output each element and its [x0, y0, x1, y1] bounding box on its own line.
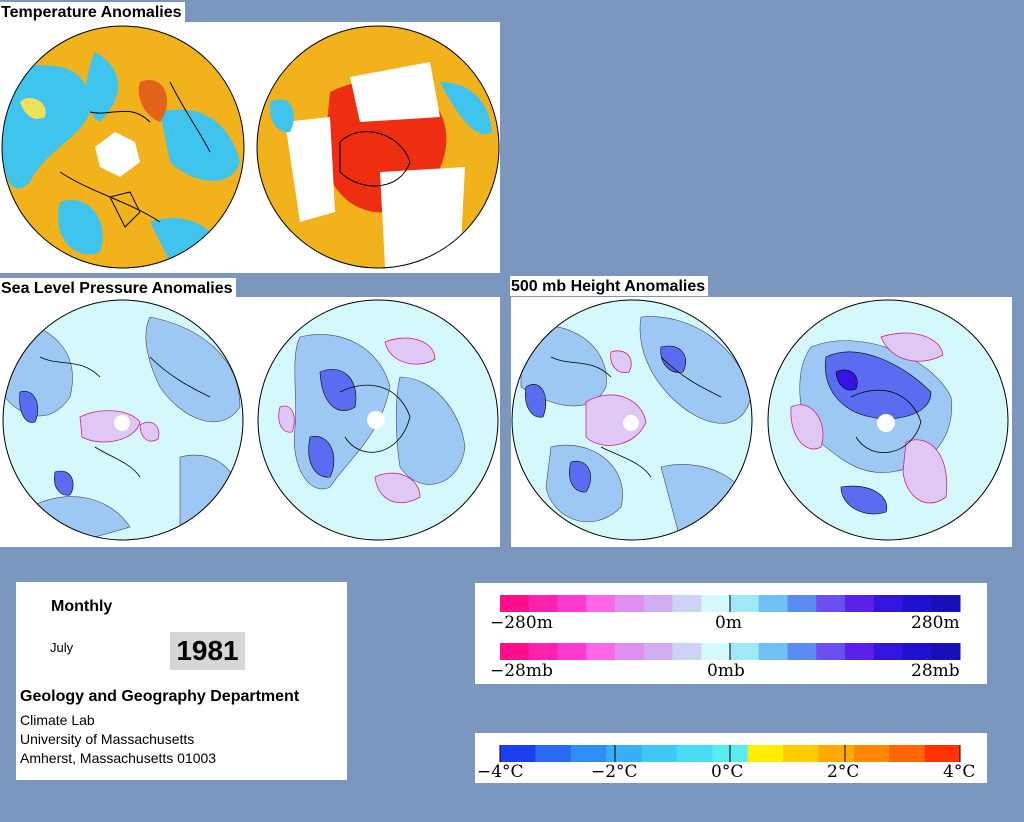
temp-label-2: 2°C — [827, 762, 860, 782]
height-min-label: −280m — [490, 613, 553, 633]
height500-south-map — [768, 300, 1008, 540]
height-colorbar-swatch — [500, 595, 530, 612]
pressure-colorbar-swatch — [528, 643, 558, 660]
height-colorbar-swatch — [758, 595, 788, 612]
pressure-colorbar-swatch — [701, 643, 731, 660]
address-label: Amherst, Massachusetts 01003 — [20, 750, 217, 766]
height-colorbar-swatch — [873, 595, 903, 612]
height500-panel — [511, 297, 1012, 547]
pressure-colorbar-swatch — [672, 643, 702, 660]
height-colorbar-swatch — [931, 595, 961, 612]
slp-title: Sea Level Pressure Anomalies — [0, 278, 236, 298]
height-colorbar-swatch — [816, 595, 846, 612]
pressure-colorbar-swatch — [586, 643, 616, 660]
height-colorbar-swatch — [672, 595, 702, 612]
height-colorbar-swatch — [643, 595, 673, 612]
slp-north-map — [3, 300, 243, 540]
month-label: July — [50, 640, 74, 655]
temperature-colorbar-swatch — [747, 745, 784, 762]
temperature-title: Temperature Anomalies — [0, 2, 185, 22]
temp-label-4: 4°C — [943, 762, 976, 782]
temperature-colorbar-swatch — [535, 745, 572, 762]
height500-title: 500 mb Height Anomalies — [510, 276, 709, 296]
temperature-colorbar-swatch — [783, 745, 819, 762]
pressure-max-label: 28mb — [911, 661, 960, 681]
temperature-colorbar-swatch — [500, 745, 536, 762]
university-label: University of Massachusetts — [20, 731, 195, 747]
lab-label: Climate Lab — [20, 712, 95, 728]
contour-legend-bars — [500, 595, 961, 660]
pressure-colorbar-swatch — [902, 643, 932, 660]
height-colorbar-swatch — [586, 595, 616, 612]
pressure-colorbar-swatch — [643, 643, 673, 660]
pressure-mid-label: 0mb — [707, 661, 745, 681]
pressure-colorbar — [500, 643, 961, 660]
height-colorbar-swatch — [528, 595, 558, 612]
info-box: Monthly July 1981 Geology and Geography … — [16, 582, 347, 780]
temperature-panel — [0, 22, 500, 273]
height500-maps — [511, 299, 1009, 541]
pressure-colorbar-swatch — [730, 643, 760, 660]
pressure-colorbar-swatch — [873, 643, 903, 660]
temperature-colorbar-swatch — [889, 745, 926, 762]
frequency-label: Monthly — [51, 598, 113, 615]
temp-label-neg2: −2°C — [591, 762, 638, 782]
height-colorbar-swatch — [701, 595, 731, 612]
pressure-colorbar-swatch — [758, 643, 788, 660]
height-colorbar — [500, 595, 961, 612]
temp-label-0: 0°C — [711, 762, 744, 782]
height-colorbar-swatch — [615, 595, 645, 612]
height-mid-label: 0m — [715, 613, 742, 633]
pressure-colorbar-swatch — [787, 643, 817, 660]
height-colorbar-swatch — [902, 595, 932, 612]
height-max-label: 280m — [911, 613, 960, 633]
temp-label-neg4: −4°C — [477, 762, 524, 782]
pressure-colorbar-swatch — [615, 643, 645, 660]
contour-legend-box: −280m 0m 280m −28mb 0mb 28mb — [475, 583, 987, 684]
height-colorbar-swatch — [557, 595, 587, 612]
temperature-colorbar-swatch — [924, 745, 961, 762]
pressure-colorbar-swatch — [816, 643, 846, 660]
pressure-colorbar-swatch — [557, 643, 587, 660]
temperature-maps — [1, 25, 500, 269]
temperature-south-map — [257, 26, 499, 268]
temperature-colorbar-swatch — [818, 745, 855, 762]
temperature-north-map — [2, 26, 244, 268]
department-label: Geology and Geography Department — [20, 688, 300, 705]
pressure-min-label: −28mb — [490, 661, 553, 681]
temperature-colorbar-swatch — [606, 745, 643, 762]
height-colorbar-swatch — [787, 595, 817, 612]
temperature-colorbar-swatch — [853, 745, 890, 762]
temperature-colorbar — [499, 745, 961, 762]
height-colorbar-swatch — [730, 595, 760, 612]
slp-south-map — [258, 300, 498, 540]
height-colorbar-swatch — [845, 595, 875, 612]
pressure-colorbar-swatch — [931, 643, 961, 660]
slp-panel — [0, 297, 500, 547]
pressure-colorbar-swatch — [500, 643, 530, 660]
temperature-legend-box: −4°C −2°C 0°C 2°C 4°C — [475, 733, 987, 783]
temperature-legend-bar — [499, 745, 961, 762]
height500-north-map — [512, 300, 752, 540]
temperature-colorbar-swatch — [676, 745, 713, 762]
pressure-colorbar-swatch — [845, 643, 875, 660]
slp-maps — [2, 299, 499, 541]
year-label: 1981 — [170, 632, 245, 670]
temperature-colorbar-swatch — [641, 745, 678, 762]
temperature-colorbar-swatch — [570, 745, 607, 762]
